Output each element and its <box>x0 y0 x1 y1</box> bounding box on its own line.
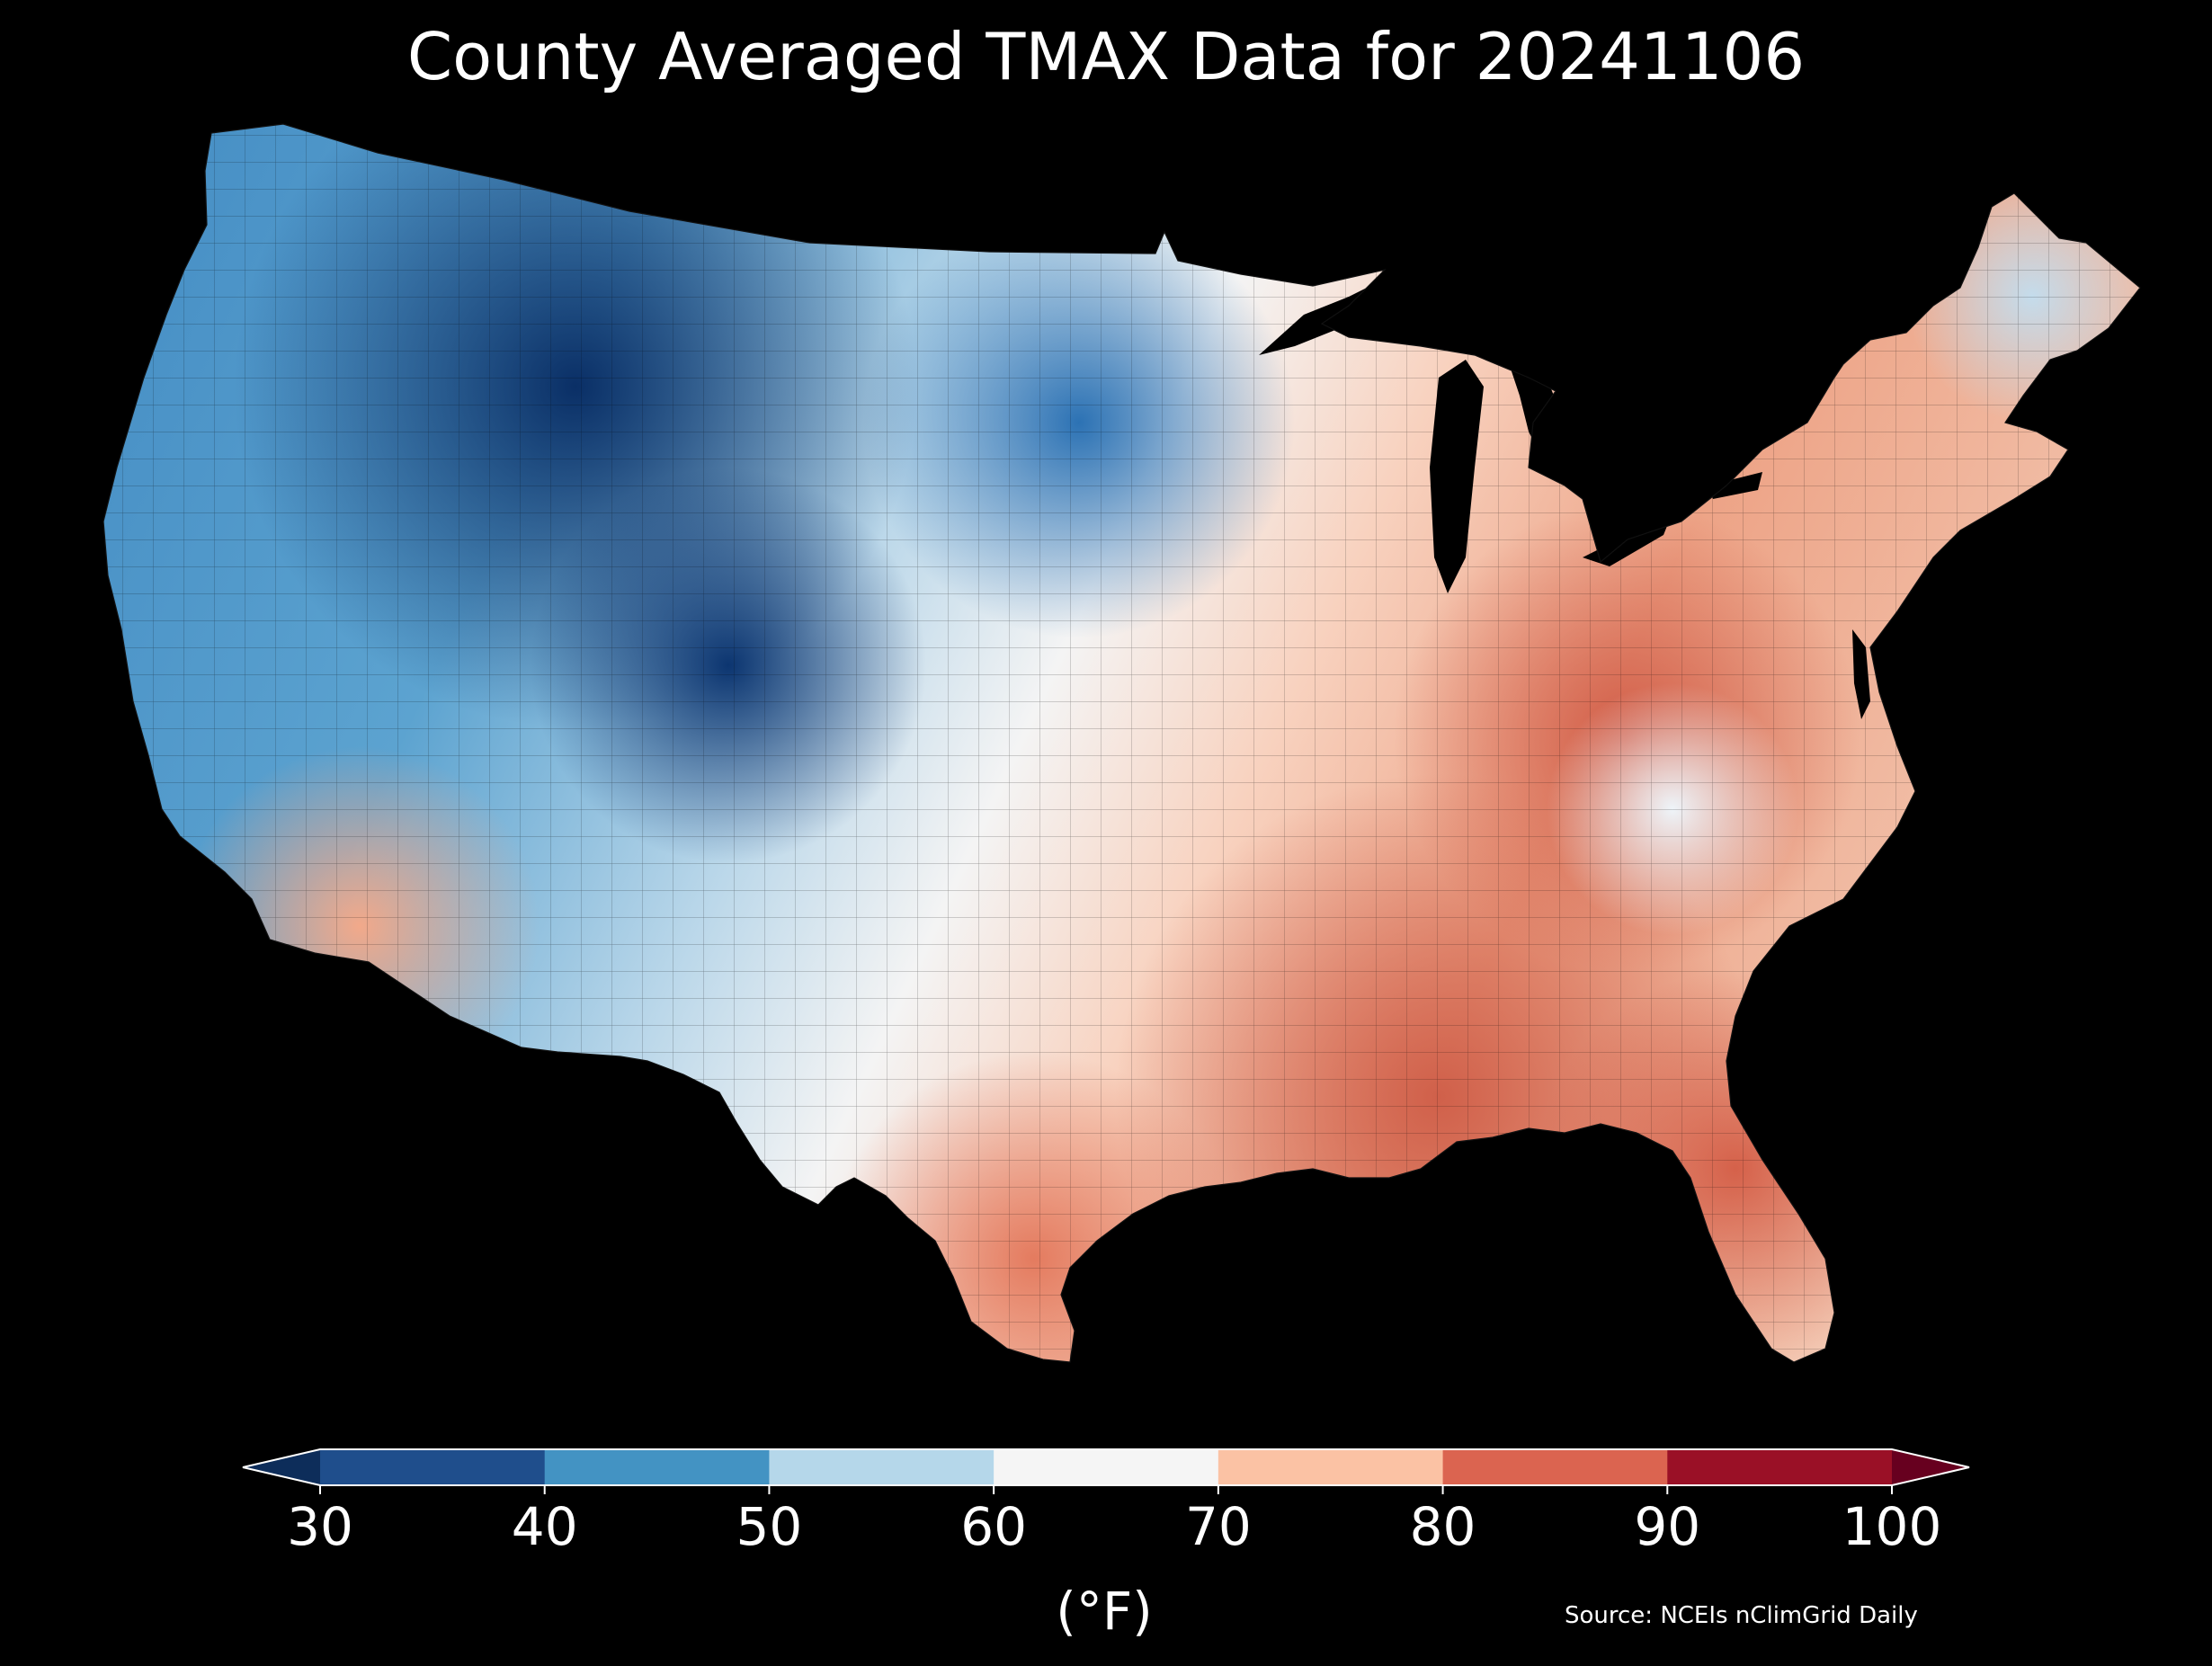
colorbar-segment <box>1667 1449 1893 1485</box>
source-note: Source: NCEIs nClimGrid Daily <box>1565 1602 1918 1629</box>
colorbar-under-extend <box>243 1449 320 1485</box>
chesapeake-bay <box>1852 629 1870 719</box>
colorbar-tick-label: 80 <box>1409 1496 1476 1557</box>
colorbar-tick-label: 50 <box>736 1496 803 1557</box>
colorbar-segment <box>320 1449 546 1485</box>
colorbar-units-label: (°F) <box>1056 1581 1153 1642</box>
colorbar-tick-label: 70 <box>1184 1496 1252 1557</box>
lake-michigan <box>1430 360 1484 593</box>
colorbar-tick-label: 40 <box>511 1496 578 1557</box>
lake-ontario <box>1708 472 1762 499</box>
lake-superior <box>1259 283 1376 355</box>
lake-huron <box>1511 369 1565 468</box>
colorbar-over-extend <box>1892 1449 1969 1485</box>
colorbar-segment <box>769 1449 995 1485</box>
colorbar-tick-label: 90 <box>1634 1496 1701 1557</box>
colorbar-segment <box>994 1449 1219 1485</box>
map-title: County Averaged TMAX Data for 20241106 <box>406 19 1806 94</box>
colorbar-tick-label: 60 <box>960 1496 1028 1557</box>
colorbar-tick-label: 30 <box>287 1496 353 1557</box>
colorbar-segment <box>1217 1449 1444 1485</box>
colorbar-segment <box>1442 1449 1668 1485</box>
colorbar-segment <box>544 1449 770 1485</box>
colorbar-tick-label: 100 <box>1842 1496 1942 1557</box>
